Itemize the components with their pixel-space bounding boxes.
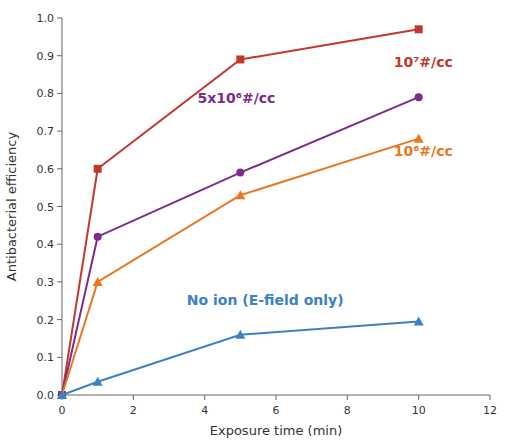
y-tick-label: 0.1	[37, 351, 55, 364]
x-tick-label: 12	[483, 404, 497, 417]
y-tick-label: 0.5	[37, 201, 55, 214]
plot-area	[57, 25, 424, 399]
series	[57, 134, 424, 399]
chart: 0 2 4 6 8 10 12 0.0 0.1 0.2 0.3 0.4 0.5 0.6 0.7 0.8 0.9 1…	[0, 0, 512, 447]
marker	[94, 233, 102, 241]
y-tick	[57, 244, 62, 245]
marker	[94, 165, 102, 173]
x-tick-label: 6	[273, 404, 280, 417]
y-tick-label: 0.0	[37, 389, 55, 402]
marker	[236, 55, 244, 63]
y-tick-label: 0.4	[37, 238, 55, 251]
x-axis-label: Exposure time (min)	[210, 423, 342, 438]
y-tick	[57, 319, 62, 320]
y-tick-label: 0.7	[37, 125, 55, 138]
y-tick	[57, 131, 62, 132]
x-tick	[276, 395, 277, 400]
y-tick-label: 0.3	[37, 276, 55, 289]
marker	[57, 390, 67, 399]
x-tick-label: 0	[59, 404, 66, 417]
y-tick-label: 1.0	[37, 12, 55, 25]
y-tick-label: 0.2	[37, 314, 55, 327]
annotation: No ion (E-field only)	[187, 292, 344, 308]
series	[58, 25, 423, 399]
marker	[415, 25, 423, 33]
y-tick-label: 0.8	[37, 87, 55, 100]
y-tick	[57, 357, 62, 358]
marker	[93, 377, 103, 386]
annotations: 10⁷#/cc 5x10⁶#/cc 10⁶#/cc No ion (E-field o…	[187, 54, 453, 308]
x-tick-label: 8	[344, 404, 351, 417]
annotation: 10⁷#/cc	[394, 54, 453, 70]
x-tick	[490, 395, 491, 400]
marker	[235, 330, 245, 339]
marker	[414, 316, 424, 325]
line	[62, 139, 419, 395]
y-tick-label: 0.9	[37, 50, 55, 63]
marker	[236, 169, 244, 177]
y-tick	[57, 93, 62, 94]
axes: 0 2 4 6 8 10 12 0.0 0.1 0.2 0.3 0.4 0.5 0.6 0.7 0.8 0.9 1…	[37, 12, 498, 417]
annotation: 5x10⁶#/cc	[198, 90, 276, 106]
series	[58, 93, 423, 399]
series	[57, 316, 424, 399]
x-tick-label: 10	[412, 404, 426, 417]
x-tick-label: 4	[201, 404, 208, 417]
x-tick	[347, 395, 348, 400]
line	[62, 97, 419, 395]
marker	[235, 190, 245, 199]
x-tick	[204, 395, 205, 400]
line	[62, 321, 419, 395]
x-tick	[418, 395, 419, 400]
x-tick	[133, 395, 134, 400]
y-tick	[57, 281, 62, 282]
y-tick	[57, 55, 62, 56]
y-tick	[57, 18, 62, 19]
annotation: 10⁶#/cc	[394, 143, 453, 159]
x-tick-label: 2	[130, 404, 137, 417]
marker	[414, 134, 424, 143]
marker	[93, 277, 103, 286]
y-tick-label: 0.6	[37, 163, 55, 176]
y-axis-label: Antibacterial efficiency	[4, 132, 19, 282]
line	[62, 29, 419, 395]
y-tick	[57, 168, 62, 169]
marker	[415, 93, 423, 101]
y-tick	[57, 206, 62, 207]
